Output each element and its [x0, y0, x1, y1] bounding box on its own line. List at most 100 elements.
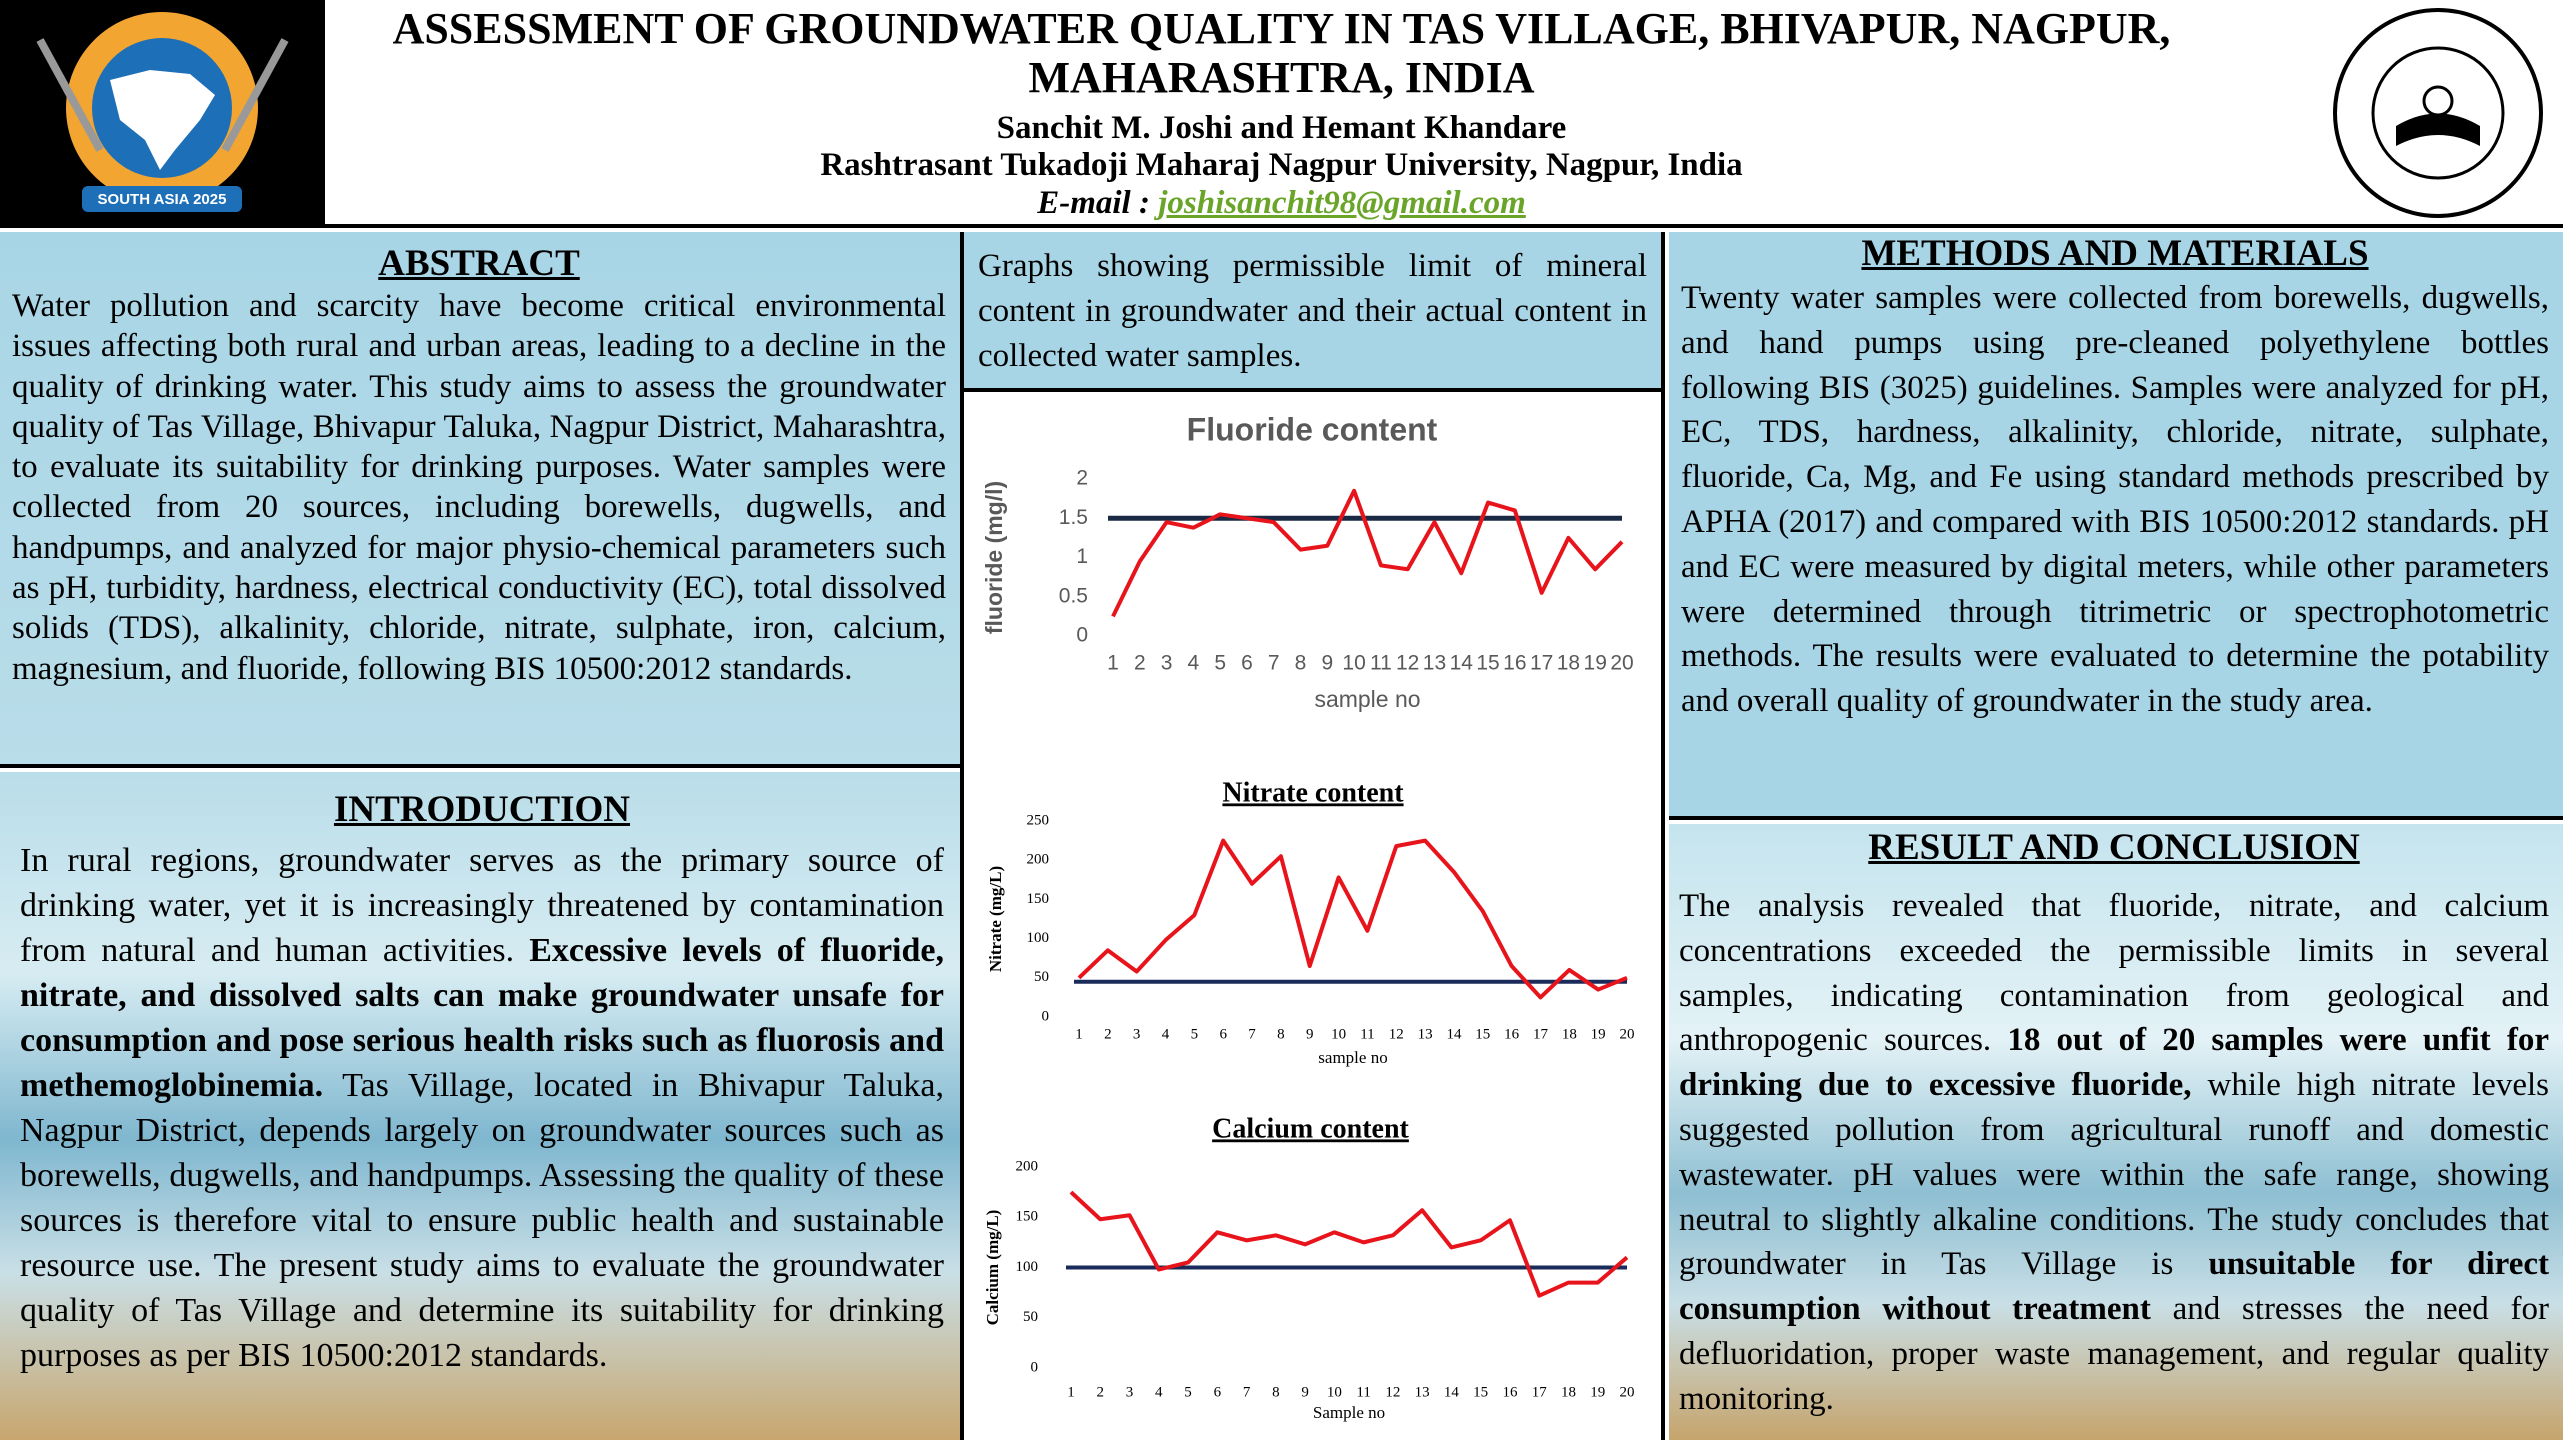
introduction-section: INTRODUCTION In rural regions, groundwat… — [0, 772, 960, 1440]
x-tick-label: 8 — [1272, 1384, 1280, 1400]
y-tick-label: 0 — [1031, 1359, 1039, 1375]
chart-title: Fluoride content — [1187, 411, 1438, 447]
title-line: MAHARASHTRA, INDIA — [1028, 53, 1535, 102]
x-tick-label: 17 — [1530, 652, 1553, 675]
bold-text: unsuitable for direct consumption withou… — [1679, 1246, 2549, 1328]
text: Tas Village, located in Bhivapur Taluka,… — [20, 1067, 944, 1374]
results-section: RESULT AND CONCLUSION The analysis revea… — [1669, 824, 2563, 1440]
text: while high nitrate levels suggested poll… — [1679, 1067, 2549, 1283]
y-tick-label: 200 — [1016, 1158, 1039, 1174]
x-tick-label: 10 — [1331, 1026, 1346, 1042]
section-heading: RESULT AND CONCLUSION — [1868, 827, 2360, 868]
x-tick-label: 5 — [1184, 1384, 1192, 1400]
x-tick-label: 14 — [1446, 1026, 1462, 1042]
x-tick-label: 6 — [1241, 652, 1253, 675]
x-tick-label: 19 — [1584, 652, 1607, 675]
chart-background — [966, 392, 1658, 749]
x-tick-label: 20 — [1610, 652, 1633, 675]
text: The analysis revealed that fluoride, nit… — [1679, 888, 2549, 1059]
x-tick-label: 16 — [1502, 1384, 1518, 1400]
x-tick-label: 9 — [1301, 1384, 1309, 1400]
chart-background — [971, 757, 1655, 1099]
x-tick-label: 11 — [1360, 1026, 1374, 1042]
x-tick-label: 19 — [1591, 1026, 1606, 1042]
x-tick-label: 8 — [1277, 1026, 1285, 1042]
title-line: ASSESSMENT OF GROUNDWATER QUALITY IN TAS… — [392, 4, 2171, 53]
x-tick-label: 7 — [1248, 1026, 1256, 1042]
x-axis-label: Sample no — [1313, 1403, 1385, 1422]
results-text: The analysis revealed that fluoride, nit… — [1679, 884, 2549, 1422]
x-axis-label: sample no — [1318, 1048, 1387, 1067]
methods-section: METHODS AND MATERIALS Twenty water sampl… — [1669, 232, 2563, 820]
x-tick-label: 20 — [1620, 1026, 1635, 1042]
x-tick-label: 7 — [1243, 1384, 1251, 1400]
title: ASSESSMENT OF GROUNDWATER QUALITY IN TAS… — [0, 4, 2563, 102]
x-tick-label: 4 — [1162, 1026, 1170, 1042]
left-logo: SOUTH ASIA 2025 — [0, 0, 325, 226]
x-tick-label: 3 — [1161, 652, 1173, 675]
y-tick-label: 2 — [1076, 467, 1088, 490]
y-tick-label: 0 — [1042, 1008, 1050, 1024]
y-tick-label: 100 — [1027, 930, 1050, 946]
x-tick-label: 18 — [1557, 652, 1580, 675]
section-heading: INTRODUCTION — [333, 789, 631, 830]
x-tick-label: 10 — [1327, 1384, 1342, 1400]
x-tick-label: 2 — [1097, 1384, 1105, 1400]
x-tick-label: 5 — [1214, 652, 1226, 675]
y-axis-label: Calcium (mg/L) — [983, 1210, 1002, 1326]
y-tick-label: 1.5 — [1059, 506, 1088, 529]
chart-title: Nitrate content — [1222, 777, 1404, 808]
x-tick-label: 3 — [1126, 1384, 1134, 1400]
x-tick-label: 1 — [1107, 652, 1119, 675]
x-tick-label: 12 — [1389, 1026, 1404, 1042]
logo-text: SOUTH ASIA 2025 — [98, 191, 227, 208]
y-tick-label: 0.5 — [1059, 584, 1088, 607]
data-line — [1077, 838, 1628, 1000]
x-tick-label: 18 — [1562, 1026, 1577, 1042]
text: In rural regions, groundwater serves as … — [20, 842, 944, 969]
x-tick-label: 15 — [1476, 652, 1499, 675]
x-tick-label: 15 — [1473, 1384, 1488, 1400]
section-heading: METHODS AND MATERIALS — [1861, 233, 2369, 274]
x-tick-label: 9 — [1306, 1026, 1314, 1042]
authors: Sanchit M. Joshi and Hemant Khandare — [996, 110, 1567, 146]
x-tick-label: 9 — [1321, 652, 1333, 675]
bold-text: 18 out of 20 samples were unfit for drin… — [1679, 1022, 2549, 1104]
y-tick-label: 50 — [1034, 969, 1049, 985]
email-line: E-mail : joshisanchit98@gmail.com — [0, 185, 2563, 222]
y-tick-label: 250 — [1027, 812, 1050, 828]
x-tick-label: 8 — [1295, 652, 1307, 675]
abstract-section: ABSTRACT Water pollution and scarcity ha… — [0, 232, 960, 768]
x-tick-label: 1 — [1075, 1026, 1083, 1042]
chart-background — [966, 1107, 1655, 1436]
data-line — [1069, 1190, 1629, 1298]
abstract-text: Water pollution and scarcity have become… — [12, 288, 946, 687]
right-logo — [2333, 8, 2543, 218]
header: SOUTH ASIA 2025 ASSESSMENT OF GROUNDWATE… — [0, 0, 2563, 228]
x-tick-label: 7 — [1268, 652, 1280, 675]
caption: Graphs showing permissible limit of mine… — [978, 248, 1647, 374]
x-tick-label: 6 — [1214, 1384, 1222, 1400]
x-tick-label: 14 — [1450, 652, 1474, 675]
x-tick-label: 17 — [1532, 1384, 1548, 1400]
y-tick-label: 50 — [1023, 1309, 1038, 1325]
email-link[interactable]: joshisanchit98@gmail.com — [1158, 185, 1526, 221]
x-tick-label: 16 — [1503, 652, 1526, 675]
x-tick-label: 5 — [1191, 1026, 1199, 1042]
text: and stresses the need for defluoridation… — [1679, 1291, 2550, 1417]
x-tick-label: 13 — [1415, 1384, 1430, 1400]
section-heading: ABSTRACT — [378, 243, 580, 284]
x-tick-label: 6 — [1219, 1026, 1227, 1042]
introduction-text: In rural regions, groundwater serves as … — [20, 838, 944, 1378]
x-tick-label: 4 — [1188, 652, 1200, 675]
y-tick-label: 0 — [1076, 624, 1088, 647]
x-tick-label: 19 — [1590, 1384, 1605, 1400]
x-tick-label: 14 — [1444, 1384, 1460, 1400]
x-tick-label: 16 — [1504, 1026, 1520, 1042]
x-tick-label: 4 — [1155, 1384, 1163, 1400]
y-tick-label: 100 — [1016, 1259, 1039, 1275]
y-axis-label: fluoride (mg/l) — [981, 481, 1007, 634]
